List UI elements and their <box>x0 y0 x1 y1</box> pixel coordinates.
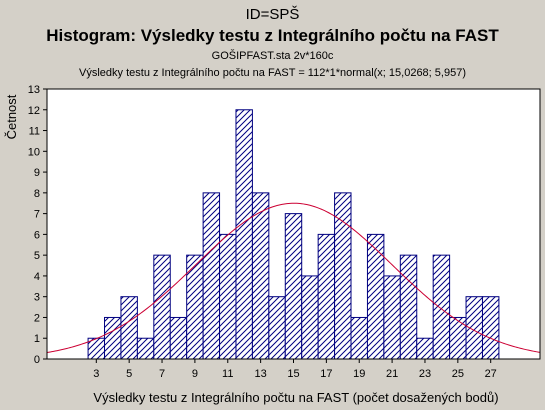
x-tick-label: 3 <box>93 368 99 380</box>
y-tick-label: 3 <box>34 292 40 304</box>
histogram-bar <box>399 254 418 360</box>
y-tick-label: 7 <box>34 209 40 221</box>
histogram-bar <box>416 337 434 360</box>
x-axis: 3 5 7 9 11 13 15 17 19 21 23 25 27 <box>93 359 497 380</box>
x-tick-label: 11 <box>222 368 233 380</box>
chart-id-label: ID=SPŠ <box>245 6 300 23</box>
histogram-bar <box>366 233 385 360</box>
y-tick-label: 4 <box>34 271 40 283</box>
x-tick-label: 13 <box>255 368 267 380</box>
histogram-bar <box>120 296 138 360</box>
y-tick-label: 11 <box>29 126 40 138</box>
y-tick-label: 10 <box>28 146 40 158</box>
y-tick-label: 5 <box>34 250 40 262</box>
histogram-bar <box>136 337 155 360</box>
y-tick-label: 8 <box>34 188 40 200</box>
x-tick-label: 7 <box>159 368 165 380</box>
x-tick-label: 27 <box>485 368 497 380</box>
histogram-bar <box>202 192 221 360</box>
y-tick-label: 0 <box>34 354 40 366</box>
x-tick-label: 5 <box>126 368 132 380</box>
x-tick-label: 9 <box>192 368 198 380</box>
chart-file-subtitle: GOŠIPFAST.sta 2v*160c <box>211 50 334 62</box>
bar-group <box>87 109 500 360</box>
histogram-bar <box>251 192 270 360</box>
histogram-bar <box>449 316 467 360</box>
histogram-bar <box>219 233 237 360</box>
histogram-bar <box>383 275 401 360</box>
chart-fit-subtitle: Výsledky testu z Integrálního počtu na F… <box>79 67 466 79</box>
y-tick-label: 9 <box>34 167 40 179</box>
histogram-bar <box>268 296 286 360</box>
histogram-bar <box>350 316 368 360</box>
histogram-bar <box>301 275 319 360</box>
x-tick-label: 23 <box>419 368 431 380</box>
histogram-bar <box>104 316 122 360</box>
histogram-bar <box>153 254 171 360</box>
x-tick-label: 21 <box>386 368 398 380</box>
y-axis-label: Četnost <box>4 94 19 139</box>
y-tick-label: 2 <box>34 312 40 324</box>
x-tick-label: 19 <box>353 368 365 380</box>
histogram-bar <box>432 254 451 360</box>
y-tick-label: 6 <box>34 229 40 241</box>
x-tick-label: 15 <box>287 368 299 380</box>
y-tick-label: 13 <box>28 84 40 96</box>
histogram-bar <box>317 233 336 360</box>
x-tick-label: 17 <box>320 368 332 380</box>
y-tick-label: 12 <box>28 105 40 117</box>
histogram-bar <box>465 296 483 360</box>
y-tick-label: 1 <box>34 333 40 345</box>
x-tick-label: 25 <box>452 368 464 380</box>
histogram-bar <box>481 296 500 360</box>
histogram-bar <box>235 109 253 360</box>
histogram-bar <box>284 213 303 360</box>
histogram-bar <box>169 316 188 360</box>
x-axis-label: Výsledky testu z Integrálního počtu na F… <box>93 390 498 405</box>
normal-fit-curve <box>46 202 541 354</box>
chart-title: Histogram: Výsledky testu z Integrálního… <box>46 26 499 45</box>
